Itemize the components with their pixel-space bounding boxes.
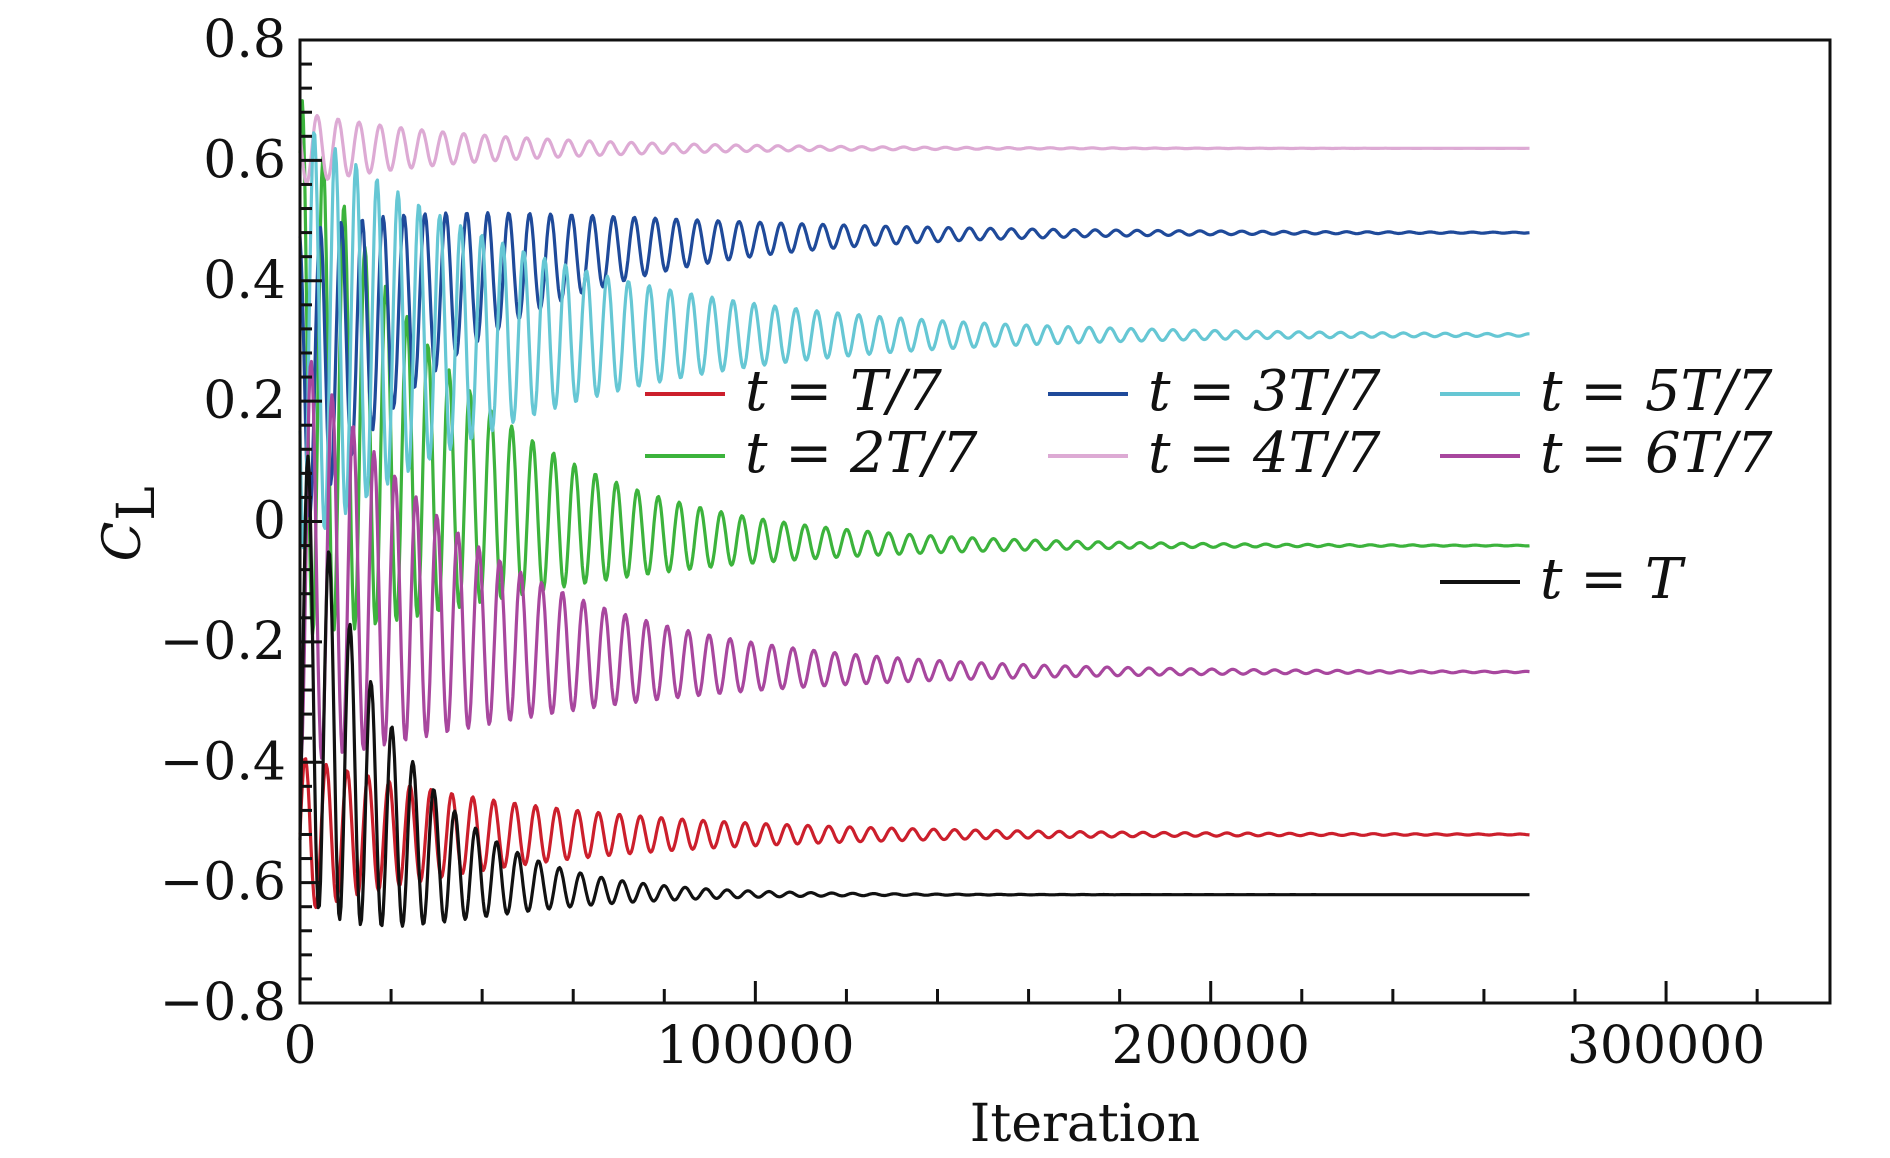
- x-tick-label: 200000: [1111, 1016, 1310, 1076]
- legend-label-2: t = 2T/7: [745, 421, 978, 486]
- plot-frame: [298, 38, 1832, 1005]
- series-line-6: [298, 359, 1530, 762]
- series-layer: [298, 99, 1530, 928]
- y-axis-title-sub: L: [107, 486, 167, 521]
- y-tick-label: −0.6: [160, 853, 286, 913]
- x-tick-label: 300000: [1567, 1016, 1766, 1076]
- legend-label-6: t = 6T/7: [1540, 421, 1773, 486]
- series-line-2: [298, 99, 1530, 637]
- y-axis-title: C L: [93, 486, 167, 561]
- y-tick-label: 0.4: [203, 251, 286, 311]
- x-tick-label: 0: [283, 1016, 316, 1076]
- legend: t = T/7t = 2T/7t = 3T/7t = 4T/7t = 5T/7t…: [645, 359, 1773, 612]
- legend-label-4: t = 4T/7: [1148, 421, 1381, 486]
- x-axis-title: Iteration: [970, 1094, 1200, 1154]
- series-line-3: [298, 211, 1530, 518]
- y-tick-label: 0.8: [203, 10, 286, 70]
- x-tick-label: 100000: [656, 1016, 855, 1076]
- y-tick-label: 0.6: [203, 130, 286, 190]
- y-tick-label: −0.2: [160, 612, 286, 672]
- series-line-1: [298, 757, 1530, 909]
- ticks-layer: [298, 38, 1759, 1005]
- legend-label-3: t = 3T/7: [1148, 359, 1381, 424]
- y-axis-title-main: C: [93, 522, 153, 562]
- series-line-7: [298, 454, 1530, 928]
- legend-label-1: t = T/7: [745, 359, 942, 424]
- legend-label-5: t = 5T/7: [1540, 359, 1773, 424]
- series-line-4: [298, 113, 1530, 185]
- y-tick-label: −0.4: [160, 732, 286, 792]
- y-tick-label: −0.8: [160, 973, 286, 1033]
- series-line-5: [298, 131, 1530, 550]
- y-tick-label: 0.2: [203, 371, 286, 431]
- legend-label-7: t = T: [1540, 547, 1686, 612]
- y-tick-label: 0: [253, 492, 286, 552]
- tick-labels: 0 100000 200000 300000 0.8 0.6 0.4 0.2 0 −0.2 −0.4…: [160, 10, 1766, 1076]
